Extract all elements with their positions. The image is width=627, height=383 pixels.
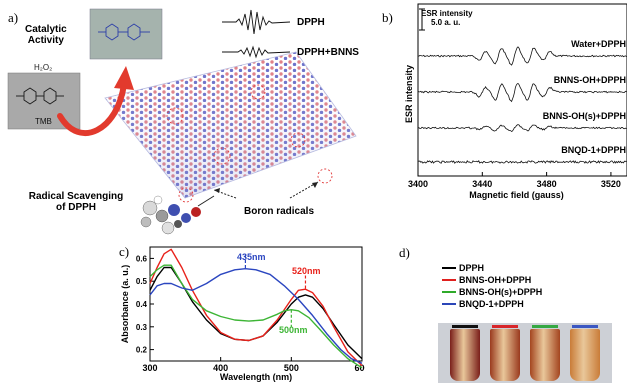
esr-trace [417,124,627,132]
esr-trace [417,160,627,164]
abs-plot-frame [149,246,363,362]
vial [490,325,520,381]
vial-cap [572,325,598,328]
vials-row [446,325,604,383]
vial [570,325,600,381]
vial [450,325,480,381]
abs-series-line [149,266,363,360]
dpph-esr-trace [222,9,291,35]
boron-radical-marker [250,84,266,100]
esr-series-label: BNQD-1+DPPH [561,145,626,155]
abs-y-tick-label: 0.2 [136,346,148,355]
esr-chart: 3400 3440 3480 3520 Magnetic field (gauss) ES… [404,3,627,200]
tmb-label: TMB [35,117,52,126]
esr-x-tick-label: 3480 [537,179,557,189]
panel-d-legend: DPPH BNNS-OH+DPPH BNNS-OH(s)+DPPH BNQD-1+DP… [442,262,622,310]
h2o2-label: H₂O₂ [34,63,53,72]
abs-x-tick-label: 600 [354,363,365,373]
abs-x-tick-label: 300 [142,363,157,373]
vial-liquid [530,329,560,381]
trace-label-dpph: DPPH [297,17,325,28]
oxidized-tmb-structure [98,23,150,41]
boron-radical-marker [166,107,184,125]
esr-trace [417,46,627,66]
abs-x-axis-title: Wavelength (nm) [220,372,292,382]
esr-series-label: Water+DPPH [571,39,626,49]
catalytic-line-2: Activity [27,35,64,46]
catalysis-arrow [57,81,127,137]
vial-cap [532,325,558,328]
vial-liquid [490,329,520,381]
legend-label: DPPH [459,263,485,273]
panel-a-label: a) [8,10,19,25]
peak-label-520: 520nm [292,266,321,276]
legend-label: BNQD-1+DPPH [459,299,524,309]
panel-c-label: c) [119,244,130,259]
panel-a: Catalytic Activity H₂O₂ TMB DPPH DPPH+BN… [0,0,375,235]
abs-series-line [149,248,363,367]
abs-y-tick-label: 0.6 [136,254,148,263]
boron-radical-marker [213,147,231,165]
trace-label-dpph-bnns: DPPH+BNNS [297,47,359,58]
abs-y-axis-title: Absorbance (a. u.) [120,265,130,344]
legend-entry: BNNS-OH(s)+DPPH [442,286,622,298]
boron-radicals-label: Boron radicals [244,206,315,217]
legend-entry: DPPH [442,262,622,274]
abs-y-tick-label: 0.4 [136,300,148,309]
legend-entry: BNQD-1+DPPH [442,298,622,310]
oxidized-tmb-box [89,8,163,60]
esr-scale-line-2: 5.0 a. u. [431,18,461,27]
vial-liquid [570,329,600,381]
vial [530,325,560,381]
legend-swatch [442,279,456,281]
esr-scale-line-1: ESR intensity [421,9,473,18]
legend-label: BNNS-OH(s)+DPPH [459,287,543,297]
dpph-bnns-esr-trace [222,45,291,59]
esr-scale-label: ESR intensity 5.0 a. u. [421,9,473,27]
esr-x-tick-label: 3400 [408,179,428,189]
abs-series-line [149,268,363,364]
absorbance-chart: 300 400 500 600 0.2 0.3 0.4 0.5 0.6 Wavelength (n… [120,246,365,382]
panel-d-label: d) [399,245,410,260]
bnns-lattice-illustration [7,8,357,235]
panel-b-label: b) [382,10,393,25]
abs-x-tick-label: 500 [284,363,299,373]
dpph-molecule [140,195,201,235]
tmb-box [7,72,81,130]
esr-x-tick-label: 3440 [472,179,492,189]
abs-series-line [149,264,363,369]
esr-series-label: BNNS-OH(s)+DPPH [543,111,626,121]
radical-line-2: of DPPH [56,202,96,213]
radical-scavenging-label: Radical Scavenging of DPPH [16,191,136,213]
peak-label-500: 500nm [279,325,308,335]
esr-trace [417,83,627,103]
esr-series-label: BNNS-OH+DPPH [554,75,626,85]
boron-radical-marker [290,132,306,148]
catalytic-activity-label: Catalytic Activity [25,24,67,46]
peak-label-435: 435nm [237,252,266,262]
legend-swatch [442,267,456,269]
abs-y-tick-label: 0.3 [136,323,148,332]
legend-swatch [442,291,456,293]
abs-x-tick-label: 400 [213,363,228,373]
esr-x-axis-title: Magnetic field (gauss) [469,190,564,200]
radical-line-1: Radical Scavenging [28,191,124,202]
vial-cap [492,325,518,328]
vial-cap [452,325,478,328]
legend-swatch [442,303,456,305]
abs-y-tick-label: 0.5 [136,277,148,286]
esr-y-axis-title: ESR intensity [404,65,414,123]
legend-label: BNNS-OH+DPPH [459,275,532,285]
catalytic-line-1: Catalytic [25,24,67,35]
esr-plot-frame [417,3,627,177]
vials-photo [438,323,612,383]
esr-x-tick-label: 3520 [601,179,621,189]
boron-radical-marker [317,168,333,184]
tmb-structure [16,87,64,105]
legend-entry: BNNS-OH+DPPH [442,274,622,286]
boron-radical-marker [178,187,194,203]
vial-liquid [450,329,480,381]
